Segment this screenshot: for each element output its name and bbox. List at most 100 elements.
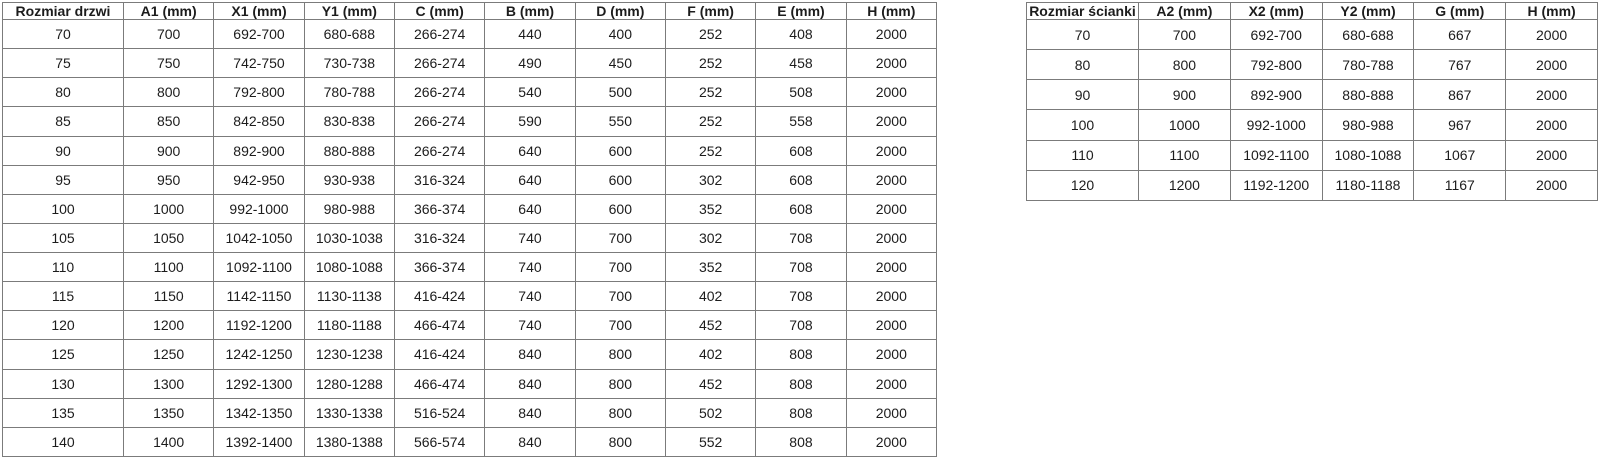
table-cell: 508 <box>755 77 847 108</box>
table-cell: 1000 <box>1138 109 1231 141</box>
table-cell: 800 <box>574 368 666 399</box>
table-cell: 110 <box>1026 139 1139 171</box>
column-header: H (mm) <box>845 2 938 20</box>
table-cell: 980-988 <box>303 193 395 224</box>
table-cell: 842-850 <box>213 106 305 137</box>
table-cell: 1342-1350 <box>213 397 305 428</box>
table-cell: 252 <box>664 106 757 137</box>
table-cell: 1180-1188 <box>303 310 395 341</box>
table-cell: 867 <box>1413 79 1507 111</box>
table-cell: 792-800 <box>1229 49 1323 81</box>
table-cell: 780-788 <box>1321 49 1415 81</box>
table-cell: 1380-1388 <box>303 426 395 458</box>
table-cell: 2000 <box>1505 139 1598 171</box>
table-cell: 900 <box>122 135 215 166</box>
table-row: 115 1150 1142-1150 1130-1138 416-424 740 700 40… <box>2 281 938 312</box>
table-cell: 640 <box>484 193 576 224</box>
table-cell: 1242-1250 <box>213 339 305 370</box>
table-cell: 1092-1100 <box>213 251 305 283</box>
table-cell: 2000 <box>845 397 938 428</box>
table-cell: 100 <box>2 193 124 224</box>
table-cell: 266-274 <box>393 48 486 79</box>
table-cell: 708 <box>755 281 847 312</box>
table-cell: 90 <box>1026 79 1139 111</box>
table-cell: 742-750 <box>213 48 305 79</box>
table-cell: 2000 <box>1505 109 1598 141</box>
table-row: 80 800 792-800 780-788 266-274 540 500 252 508 20… <box>2 77 938 108</box>
table-cell: 105 <box>2 222 124 254</box>
wall-size-table: Rozmiar ścianki A2 (mm) X2 (mm) Y2 (mm) G (m… <box>1026 2 1598 202</box>
table-cell: 2000 <box>1505 18 1598 51</box>
table-cell: 1230-1238 <box>303 339 395 370</box>
table-cell: 892-900 <box>1229 79 1323 111</box>
table-cell: 1350 <box>122 397 215 428</box>
table-cell: 700 <box>574 222 666 254</box>
table-cell: 850 <box>122 106 215 137</box>
table-cell: 1042-1050 <box>213 222 305 254</box>
table-cell: 2000 <box>845 368 938 399</box>
table-cell: 600 <box>574 135 666 166</box>
table-cell: 2000 <box>845 18 938 50</box>
table-cell: 600 <box>574 193 666 224</box>
table-cell: 830-838 <box>303 106 395 137</box>
column-header: A2 (mm) <box>1138 2 1231 20</box>
table-cell: 708 <box>755 251 847 283</box>
column-header: F (mm) <box>664 2 757 20</box>
table-cell: 1330-1338 <box>303 397 395 428</box>
table-cell: 950 <box>122 164 215 195</box>
column-header: Rozmiar ścianki <box>1026 2 1139 20</box>
table-cell: 352 <box>664 251 757 283</box>
table-cell: 1142-1150 <box>213 281 305 312</box>
table-cell: 70 <box>2 18 124 50</box>
table-cell: 140 <box>2 426 124 458</box>
table-cell: 880-888 <box>303 135 395 166</box>
table-row: 110 1100 1092-1100 1080-1088 1067 2000 <box>1026 139 1598 171</box>
table-row: 130 1300 1292-1300 1280-1288 466-474 840 800 45… <box>2 368 938 399</box>
table-cell: 266-274 <box>393 77 486 108</box>
table-row: 120 1200 1192-1200 1180-1188 466-474 740 700 45… <box>2 310 938 341</box>
table-cell: 366-374 <box>393 193 486 224</box>
table-cell: 440 <box>484 18 576 50</box>
table-cell: 466-474 <box>393 310 486 341</box>
table-cell: 252 <box>664 48 757 79</box>
table-cell: 2000 <box>1505 169 1598 202</box>
column-header: E (mm) <box>755 2 847 20</box>
table-cell: 692-700 <box>1229 18 1323 51</box>
table-cell: 2000 <box>845 48 938 79</box>
table-row: 100 1000 992-1000 980-988 366-374 640 600 352 60… <box>2 193 938 224</box>
table-cell: 692-700 <box>213 18 305 50</box>
table-cell: 75 <box>2 48 124 79</box>
table-cell: 2000 <box>845 251 938 283</box>
column-header: H (mm) <box>1505 2 1598 20</box>
table-cell: 316-324 <box>393 222 486 254</box>
table-row: 105 1050 1042-1050 1030-1038 316-324 740 700 30… <box>2 222 938 254</box>
table-cell: 120 <box>1026 169 1139 202</box>
table-cell: 1080-1088 <box>1321 139 1415 171</box>
table-cell: 2000 <box>845 281 938 312</box>
table-cell: 680-688 <box>1321 18 1415 51</box>
table-cell: 1100 <box>122 251 215 283</box>
table-cell: 600 <box>574 164 666 195</box>
table-cell: 808 <box>755 368 847 399</box>
table-cell: 2000 <box>1505 49 1598 81</box>
table-cell: 708 <box>755 222 847 254</box>
table-row: 135 1350 1342-1350 1330-1338 516-524 840 800 50… <box>2 397 938 428</box>
table-row: 90 900 892-900 880-888 266-274 640 600 252 608 20… <box>2 135 938 166</box>
table-cell: 780-788 <box>303 77 395 108</box>
table-cell: 416-424 <box>393 339 486 370</box>
table-row: 70 700 692-700 680-688 667 2000 <box>1026 18 1598 51</box>
table-cell: 552 <box>664 426 757 458</box>
table-cell: 942-950 <box>213 164 305 195</box>
header-row: Rozmiar drzwi A1 (mm) X1 (mm) Y1 (mm) C (mm)… <box>2 2 938 20</box>
table-cell: 90 <box>2 135 124 166</box>
table-cell: 135 <box>2 397 124 428</box>
table-cell: 1192-1200 <box>1229 169 1323 202</box>
column-header: A1 (mm) <box>122 2 215 20</box>
table-cell: 840 <box>484 339 576 370</box>
table-cell: 840 <box>484 426 576 458</box>
table-cell: 700 <box>574 310 666 341</box>
table-cell: 880-888 <box>1321 79 1415 111</box>
table-cell: 900 <box>1138 79 1231 111</box>
table-cell: 1200 <box>122 310 215 341</box>
